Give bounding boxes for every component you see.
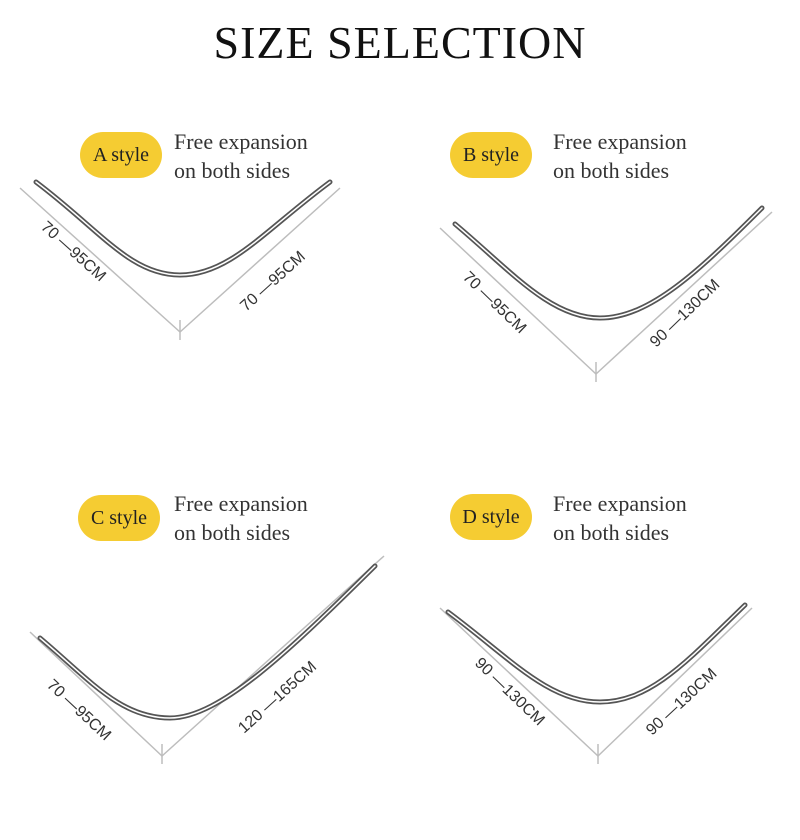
- dimension-lines: [29, 555, 385, 764]
- rail-diagram-a: 70 —95CM 70 —95CM: [19, 179, 341, 340]
- page-title: SIZE SELECTION: [213, 17, 587, 68]
- panel-b-style: B style Free expansion on both sides 70 …: [400, 120, 800, 480]
- dimension-lines: [439, 607, 753, 764]
- description-line-1: Free expansion: [553, 491, 687, 516]
- panel-a-style: A style Free expansion on both sides 70 …: [0, 120, 400, 480]
- right-range-label: 120 —165CM: [235, 658, 320, 737]
- description-line-1: Free expansion: [553, 129, 687, 154]
- left-range-label: 70 —95CM: [37, 218, 109, 285]
- badge-a-style: A style: [80, 132, 162, 178]
- dimension-lines: [439, 211, 773, 382]
- description-line-2: on both sides: [553, 520, 670, 545]
- badge-b-style: B style: [450, 132, 532, 178]
- description-a-style: Free expansion on both sides: [174, 127, 308, 185]
- panel-d-style: D style Free expansion on both sides 90 …: [400, 480, 800, 840]
- curved-rail: [37, 563, 378, 721]
- description-line-1: Free expansion: [174, 491, 308, 516]
- description-d-style: Free expansion on both sides: [553, 489, 687, 547]
- left-range-label: 90 —130CM: [471, 655, 547, 730]
- badge-c-style: C style: [78, 495, 160, 541]
- badge-d-style: D style: [450, 494, 532, 540]
- description-line-2: on both sides: [553, 158, 670, 183]
- description-c-style: Free expansion on both sides: [174, 489, 308, 547]
- rail-diagram-d: 90 —130CM 90 —130CM: [439, 602, 753, 764]
- right-range-label: 70 —95CM: [237, 248, 309, 315]
- description-line-2: on both sides: [174, 158, 291, 183]
- rail-diagram-c: 70 —95CM 120 —165CM: [29, 555, 385, 764]
- dimension-lines: [19, 187, 341, 340]
- left-range-label: 70 —95CM: [43, 676, 114, 744]
- rail-diagram-b: 70 —95CM 90 —130CM: [439, 205, 773, 382]
- description-line-1: Free expansion: [174, 129, 308, 154]
- right-range-label: 90 —130CM: [647, 276, 723, 351]
- panel-c-style: C style Free expansion on both sides 70 …: [0, 480, 400, 840]
- description-line-2: on both sides: [174, 520, 291, 545]
- description-b-style: Free expansion on both sides: [553, 127, 687, 185]
